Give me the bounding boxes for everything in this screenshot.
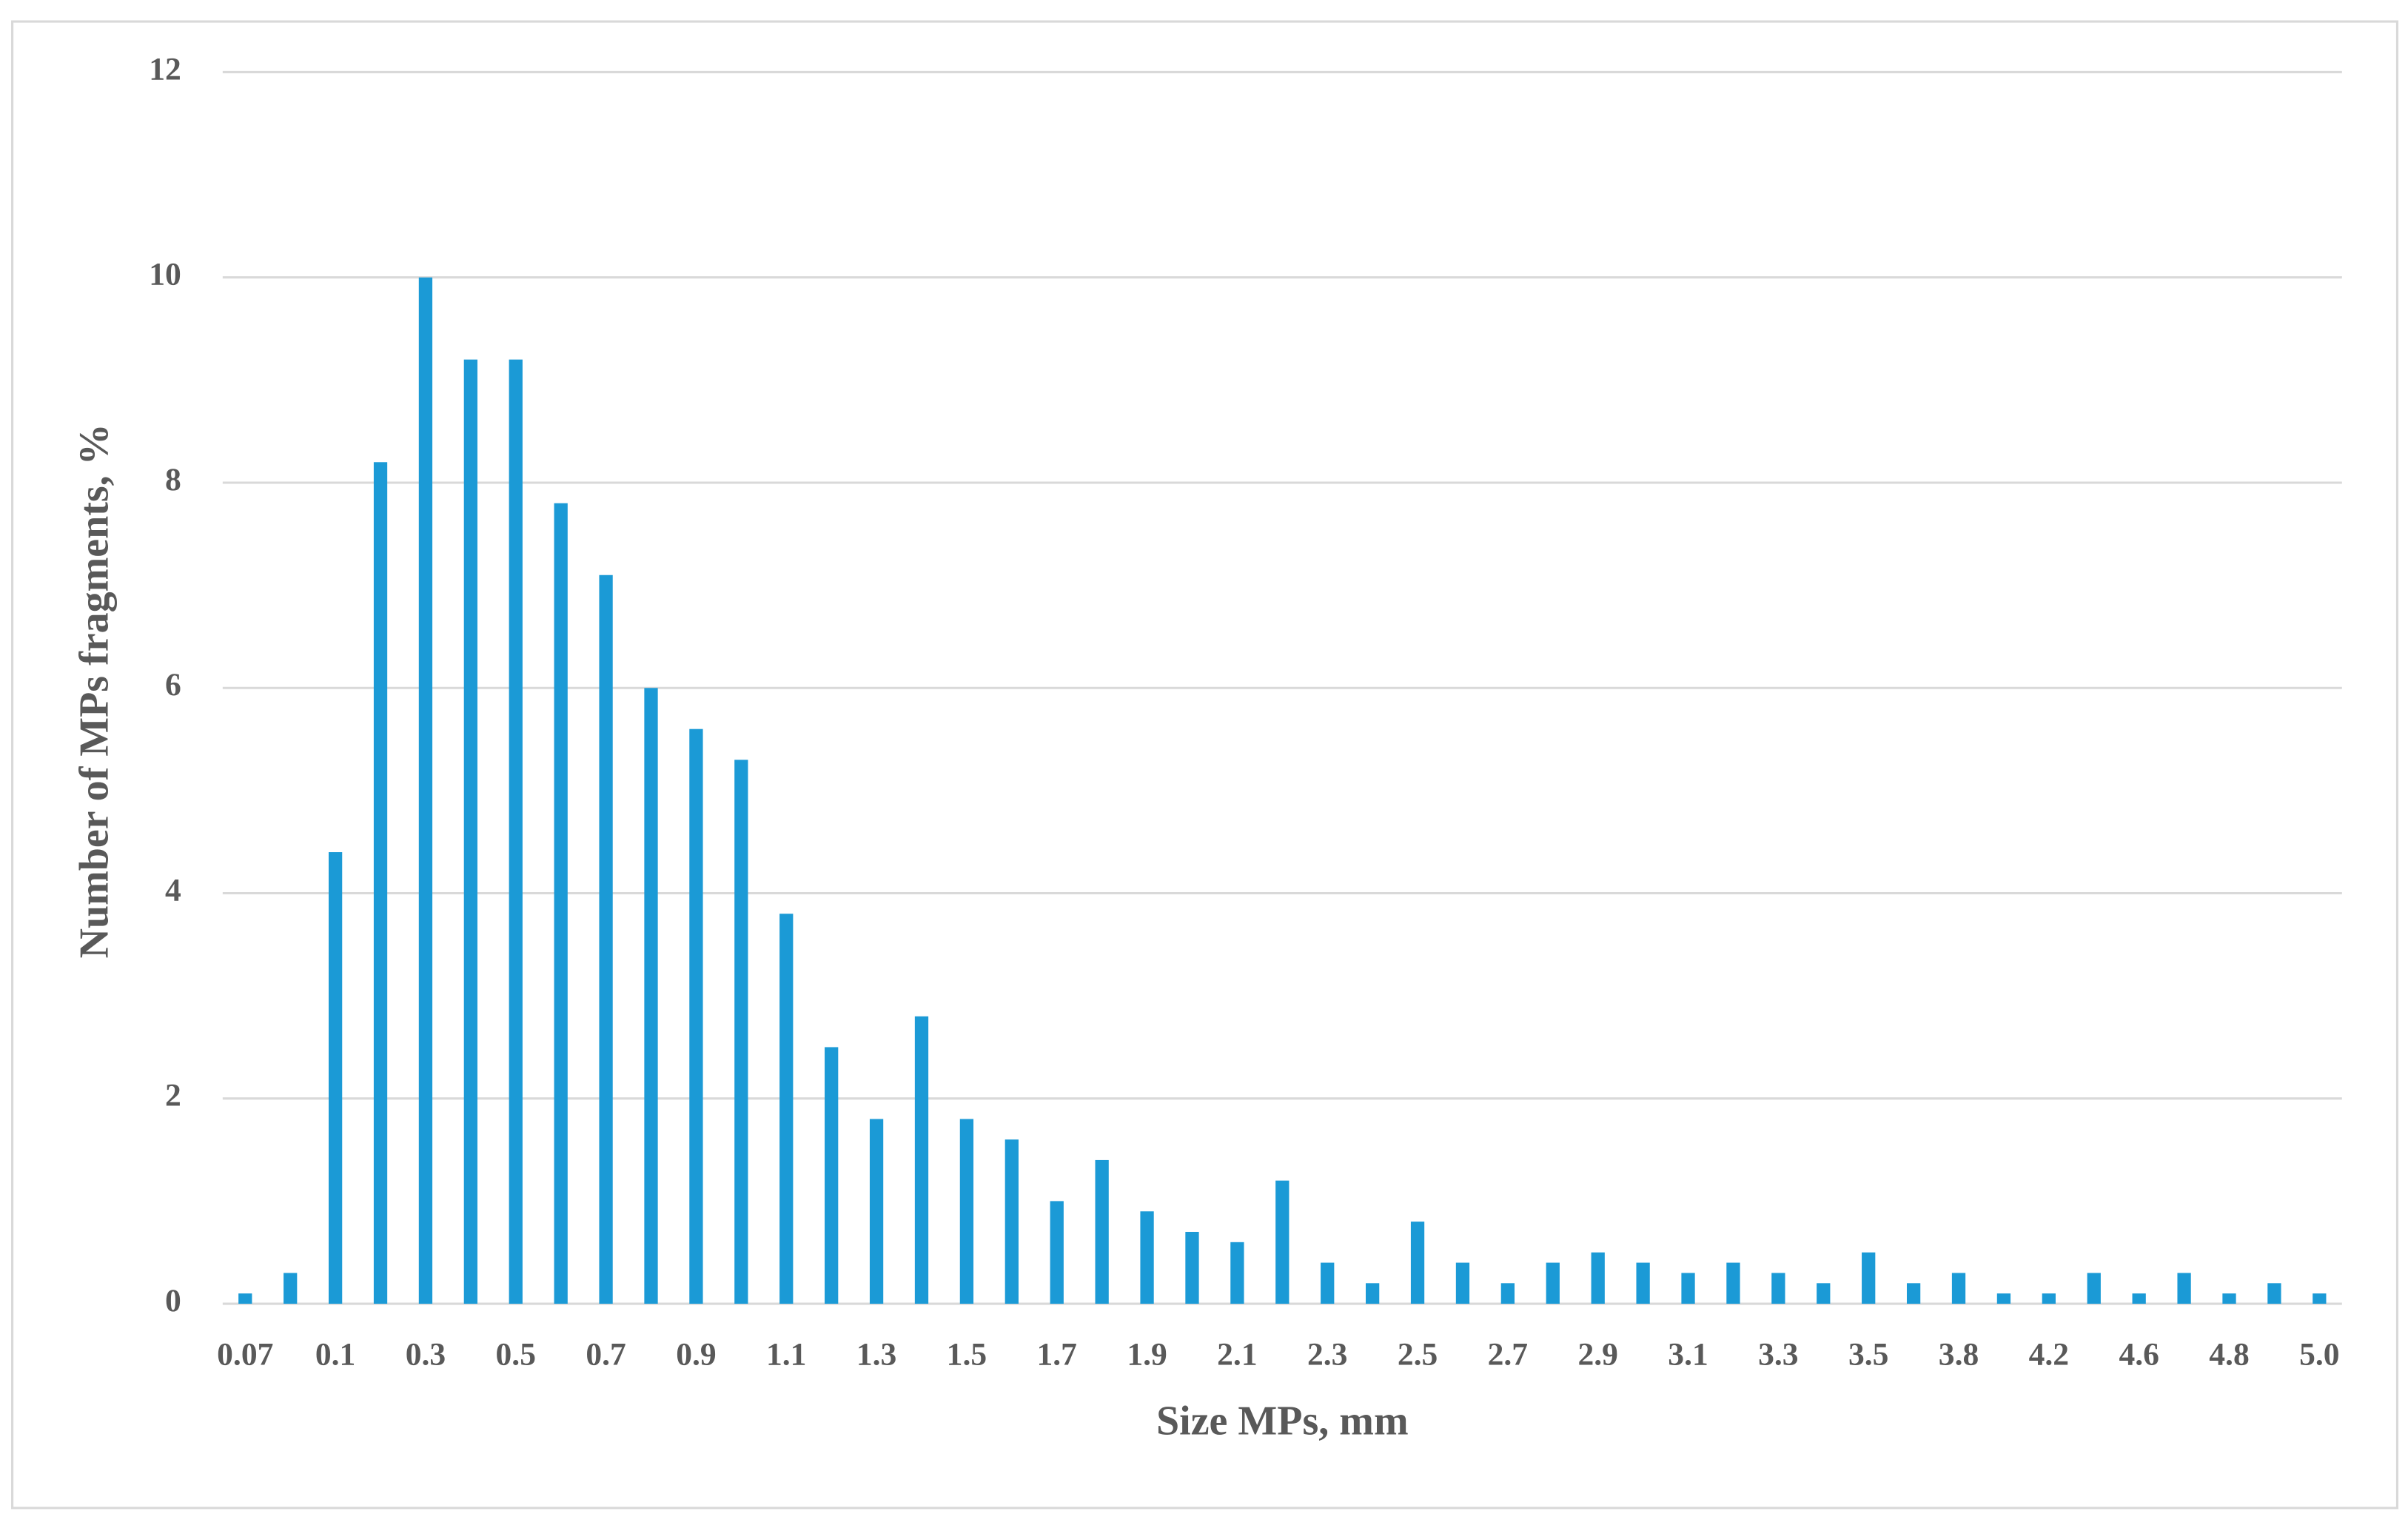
x-tick-label: 1.5 (947, 1337, 987, 1373)
x-tick-label: 3.5 (1848, 1337, 1888, 1373)
bar (1140, 1211, 1154, 1304)
x-tick-label: 0.3 (406, 1337, 446, 1373)
bar (1636, 1262, 1650, 1304)
x-tick-label: 4.2 (2029, 1337, 2069, 1373)
bar (1771, 1273, 1785, 1304)
bar (554, 503, 568, 1304)
x-tick-label: 1.9 (1127, 1337, 1167, 1373)
x-tick-label: 3.3 (1758, 1337, 1798, 1373)
bar (1906, 1283, 1921, 1304)
x-tick-label: 2.7 (1488, 1337, 1528, 1373)
bar (1996, 1293, 2011, 1304)
x-tick-label: 2.5 (1398, 1337, 1438, 1373)
bar (1455, 1262, 1470, 1304)
y-tick-label: 0 (165, 1283, 181, 1319)
bar (2132, 1293, 2146, 1304)
x-tick-label: 1.3 (856, 1337, 896, 1373)
bar (2177, 1273, 2191, 1304)
bar (238, 1293, 252, 1304)
y-tick-label: 2 (165, 1078, 181, 1113)
bar (959, 1119, 974, 1304)
x-tick-label: 4.8 (2209, 1337, 2249, 1373)
y-tick-label: 4 (165, 873, 181, 908)
bar (1321, 1262, 1335, 1304)
bar (373, 462, 388, 1304)
bar (463, 359, 477, 1304)
y-tick-label: 6 (165, 667, 181, 703)
bar (1050, 1201, 1064, 1304)
bar (1726, 1262, 1740, 1304)
bar (328, 852, 343, 1304)
bar (1951, 1273, 1966, 1304)
chart-border (11, 20, 2399, 1510)
bar (1862, 1252, 1876, 1304)
bar (284, 1273, 298, 1304)
bar (418, 277, 433, 1304)
bar (1500, 1283, 1515, 1304)
x-tick-label: 2.9 (1577, 1337, 1617, 1373)
bar (825, 1047, 839, 1304)
x-tick-label: 1.7 (1037, 1337, 1077, 1373)
bar (1817, 1283, 1831, 1304)
bar (869, 1119, 884, 1304)
x-tick-label: 1.1 (766, 1337, 806, 1373)
y-tick-label: 10 (149, 257, 181, 292)
bar (2267, 1283, 2281, 1304)
bar (1591, 1252, 1605, 1304)
bar (599, 574, 613, 1304)
bar (734, 760, 748, 1304)
bar (1005, 1139, 1019, 1304)
y-tick-label: 12 (149, 51, 181, 87)
x-tick-label: 0.9 (676, 1337, 716, 1373)
x-tick-label: 2.1 (1217, 1337, 1257, 1373)
bar (1095, 1159, 1109, 1304)
x-tick-label: 2.3 (1307, 1337, 1347, 1373)
x-tick-label: 3.8 (1939, 1337, 1979, 1373)
bar (2313, 1293, 2327, 1304)
bar (1681, 1273, 1695, 1304)
x-tick-label: 0.07 (217, 1337, 273, 1373)
bar (1546, 1262, 1560, 1304)
bar (779, 914, 794, 1304)
bar (509, 359, 523, 1304)
bar (689, 728, 703, 1304)
x-tick-label: 0.5 (496, 1337, 536, 1373)
x-axis-label: Size MPs, mm (1156, 1398, 1409, 1444)
x-tick-label: 5.0 (2299, 1337, 2339, 1373)
bar (1185, 1231, 1199, 1304)
bar (1230, 1242, 1244, 1304)
x-tick-label: 4.6 (2119, 1337, 2159, 1373)
bar (2222, 1293, 2236, 1304)
bar (914, 1016, 929, 1304)
bar (2042, 1293, 2056, 1304)
x-tick-label: 0.7 (586, 1337, 626, 1373)
x-tick-label: 3.1 (1668, 1337, 1708, 1373)
bar (1365, 1283, 1380, 1304)
bar (1275, 1180, 1289, 1304)
y-tick-label: 8 (165, 462, 181, 498)
bar (2087, 1273, 2101, 1304)
y-axis-label: Number of MPs fragments, % (72, 423, 118, 958)
bar (1410, 1222, 1425, 1304)
x-tick-label: 0.1 (315, 1337, 355, 1373)
bar (644, 688, 658, 1304)
